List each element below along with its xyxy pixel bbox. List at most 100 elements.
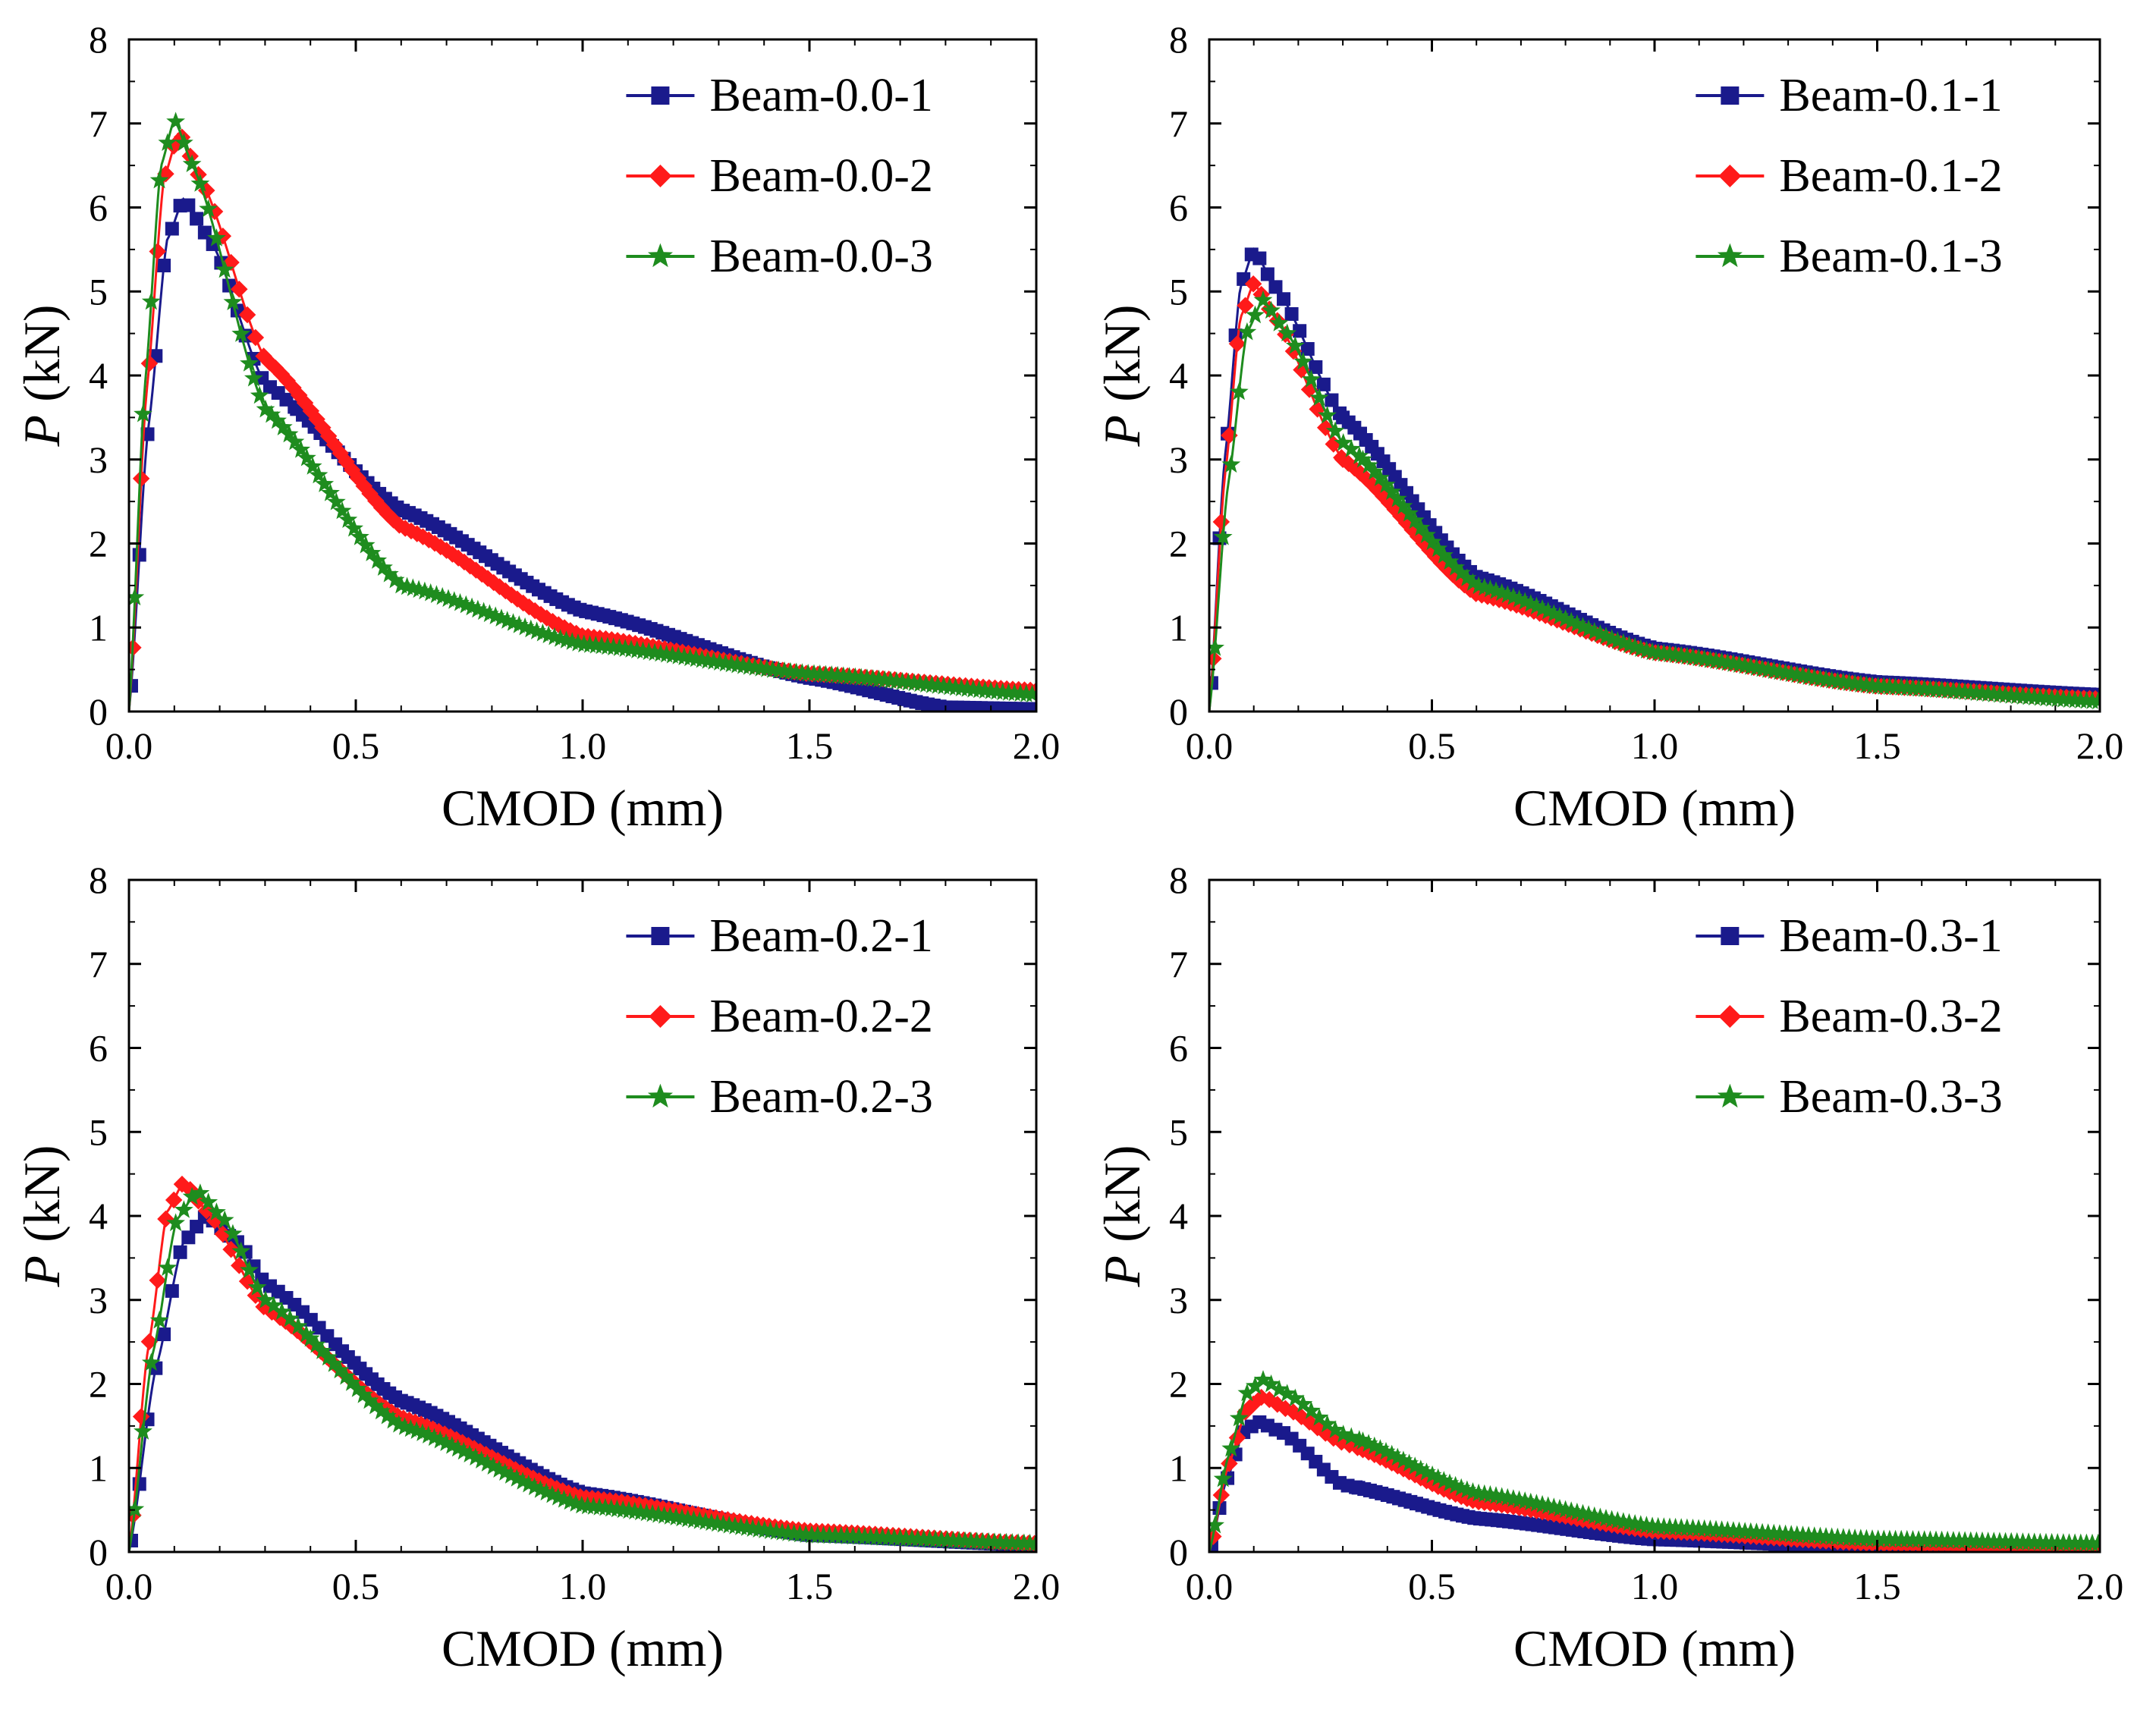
y-tick-label: 4 [1169, 354, 1188, 397]
star-marker [466, 1447, 486, 1466]
square-marker [165, 1283, 179, 1298]
star-marker [324, 1354, 344, 1372]
star-marker [129, 1499, 145, 1518]
diamond-marker [1718, 1005, 1742, 1028]
star-marker [199, 1192, 218, 1211]
diamond-marker [1209, 649, 1222, 668]
star-marker [182, 1186, 202, 1205]
star-marker [250, 385, 269, 404]
series-Beam-0.0-3 [129, 112, 1036, 712]
y-tick-label: 2 [89, 1363, 108, 1406]
y-tick-label: 3 [1169, 1279, 1188, 1321]
diamond-marker [132, 470, 150, 488]
star-marker [354, 1385, 373, 1403]
y-axis-label-symbol: P [13, 1255, 71, 1288]
star-marker [297, 1324, 316, 1343]
star-marker [134, 404, 152, 423]
star-marker [280, 1308, 300, 1327]
legend-item: Beam-0.1-1 [1696, 70, 2003, 121]
star-marker [1440, 551, 1460, 570]
y-tick-label: 0 [1169, 690, 1188, 733]
star-marker [1371, 1439, 1390, 1457]
diamond-marker [649, 165, 672, 187]
star-marker [513, 1472, 533, 1490]
legend-item: Beam-0.1-2 [1696, 150, 2003, 202]
square-marker [1300, 341, 1315, 356]
star-marker [1353, 1431, 1372, 1450]
star-marker [647, 1083, 673, 1108]
star-marker [1400, 1453, 1419, 1472]
square-marker [132, 548, 146, 562]
star-marker [174, 1200, 193, 1218]
legend-label: Beam-0.2-1 [709, 910, 932, 962]
star-marker [306, 1334, 326, 1353]
x-tick-label: 1.0 [1631, 1565, 1679, 1607]
y-tick-label: 1 [89, 1447, 108, 1489]
series-Beam-0.0-2 [129, 128, 1036, 712]
star-marker [413, 1423, 432, 1441]
star-marker [1717, 243, 1743, 268]
star-marker [272, 1302, 291, 1321]
y-tick-label: 4 [1169, 1195, 1188, 1237]
y-tick-label: 5 [89, 1111, 108, 1153]
square-marker [651, 86, 670, 105]
series-Beam-0.3-3 [1209, 1370, 2100, 1552]
plot-frame [127, 878, 1038, 1553]
x-tick-label: 2.0 [2076, 724, 2124, 767]
star-marker [472, 1450, 492, 1469]
square-marker [1252, 251, 1267, 265]
star-marker [1538, 602, 1558, 620]
star-marker [182, 154, 202, 172]
x-tick-label: 0.0 [105, 724, 153, 767]
x-axis-label: CMOD (mm) [442, 1619, 724, 1677]
star-marker [1341, 1427, 1361, 1445]
star-marker [288, 1316, 308, 1335]
star-marker [166, 112, 185, 130]
star-marker [279, 424, 299, 443]
star-marker [1278, 1384, 1297, 1402]
legend-label: Beam-0.3-3 [1779, 1071, 2002, 1123]
series-line [129, 116, 1036, 712]
x-tick-label: 0.0 [1186, 724, 1234, 767]
star-marker [1510, 589, 1529, 608]
star-marker [1579, 619, 1598, 638]
star-marker [1394, 496, 1413, 514]
y-tick-label: 3 [1169, 438, 1188, 481]
diamond-marker [165, 1191, 183, 1209]
star-marker [231, 324, 251, 342]
star-marker [1382, 1444, 1402, 1463]
star-marker [442, 1436, 462, 1454]
y-axis-label-unit: (kN) [13, 305, 71, 415]
diamond-marker [149, 1271, 166, 1290]
x-tick-label: 1.5 [1853, 1565, 1901, 1607]
star-marker [454, 1441, 473, 1460]
diamond-marker [1237, 297, 1254, 315]
star-marker [344, 518, 363, 537]
star-marker [1422, 532, 1442, 551]
star-marker [356, 535, 376, 554]
legend-label: Beam-0.1-3 [1779, 231, 2002, 282]
star-marker [149, 1310, 169, 1329]
y-tick-label: 5 [1169, 270, 1188, 313]
x-tick-label: 0.0 [105, 1565, 153, 1607]
star-marker [1341, 439, 1361, 457]
star-marker [1278, 323, 1297, 342]
diamond-marker [1718, 165, 1742, 187]
y-axis-label: P (kN) [13, 1145, 71, 1288]
y-axis-label: P (kN) [13, 305, 71, 448]
star-marker [338, 510, 358, 528]
star-marker [1400, 504, 1419, 522]
star-marker [1411, 518, 1431, 536]
x-tick-label: 2.0 [1013, 724, 1061, 767]
star-marker [647, 243, 673, 268]
legend-item: Beam-0.0-2 [626, 150, 933, 202]
star-marker [1285, 1388, 1305, 1407]
star-marker [1434, 545, 1454, 564]
star-marker [244, 368, 263, 387]
legend-label: Beam-0.0-2 [709, 150, 932, 202]
star-marker [223, 292, 243, 310]
star-marker [262, 404, 281, 423]
y-tick-label: 7 [89, 943, 108, 985]
star-marker [141, 1352, 161, 1371]
y-axis-label-symbol: P [1093, 415, 1151, 448]
